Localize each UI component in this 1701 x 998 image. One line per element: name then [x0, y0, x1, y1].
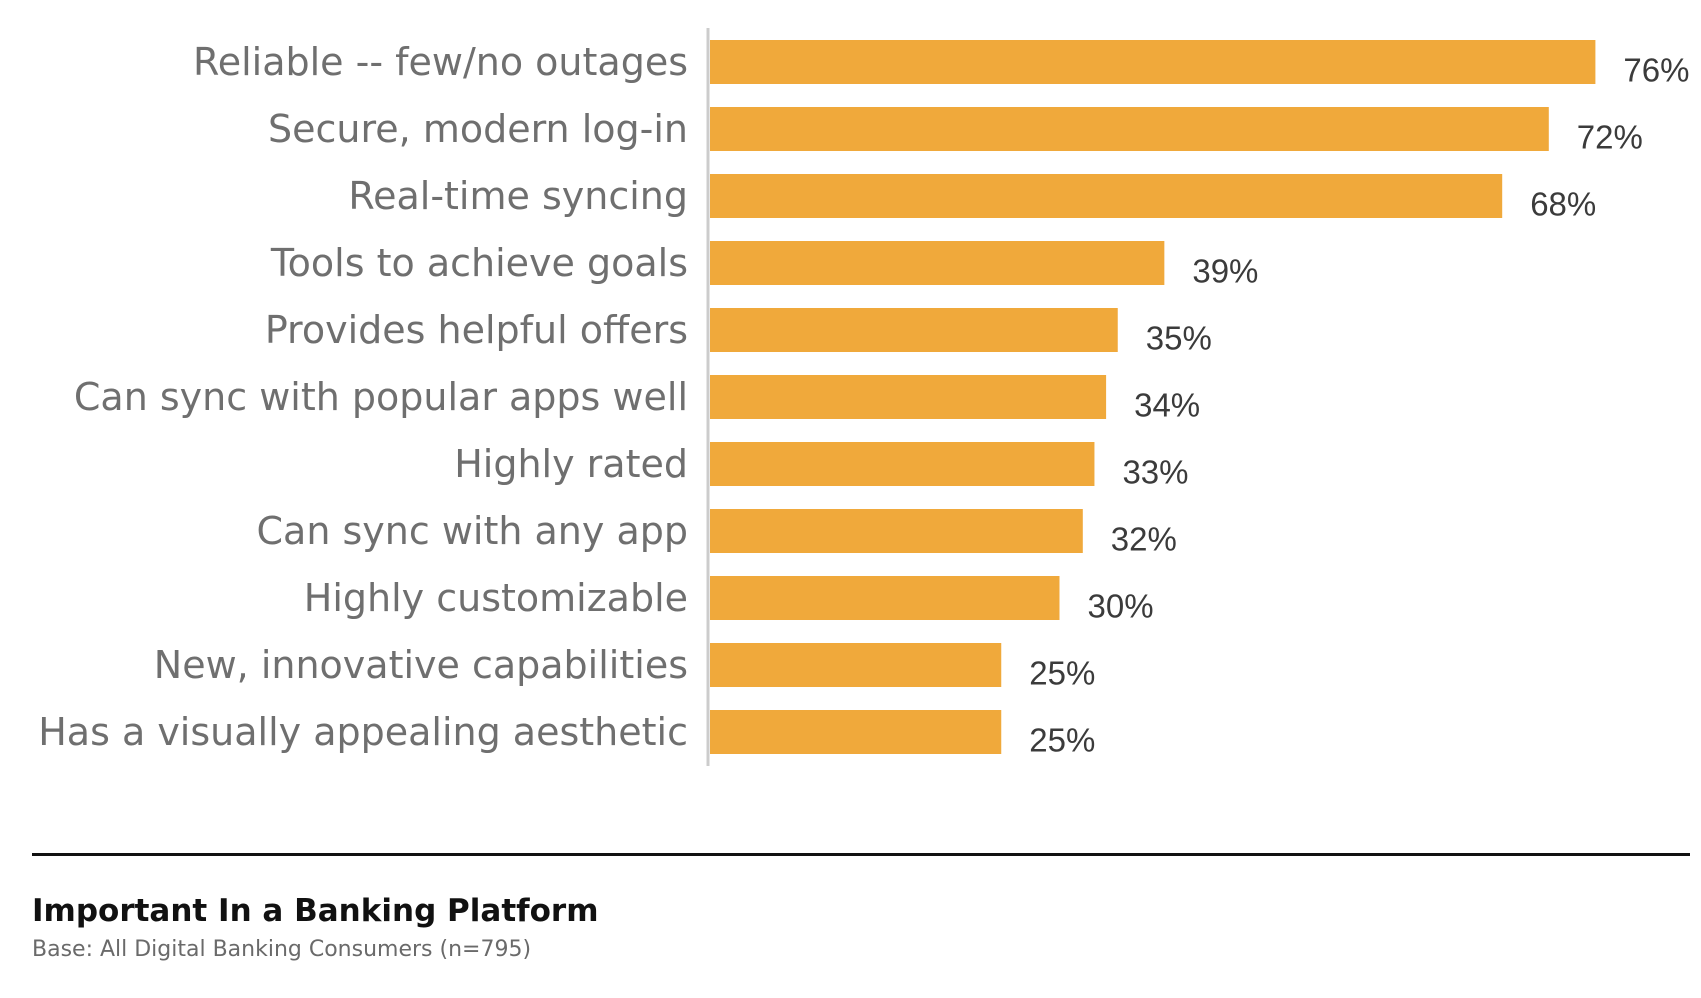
data-label: 33%: [1122, 454, 1188, 491]
data-label: 35%: [1146, 320, 1212, 357]
data-label: 68%: [1530, 186, 1596, 223]
category-label: Tools to achieve goals: [270, 241, 688, 285]
category-label: Highly customizable: [304, 576, 688, 620]
chart-footnote-base: Base: All Digital Banking Consumers (n=7…: [32, 937, 532, 962]
category-label: Real-time syncing: [348, 174, 688, 218]
chart-canvas: Reliable -- few/no outages 76% Secure, mod…: [38, 28, 1689, 766]
footer-divider: [32, 853, 1690, 856]
bar: [710, 576, 1060, 620]
category-label: Can sync with any app: [257, 509, 689, 553]
data-label: 39%: [1192, 253, 1258, 290]
data-label: 76%: [1623, 52, 1689, 89]
data-label: 30%: [1088, 588, 1154, 625]
category-label: Secure, modern log-in: [268, 107, 688, 151]
category-label: New, innovative capabilities: [154, 643, 688, 687]
data-label: 25%: [1029, 655, 1095, 692]
category-label: Has a visually appealing aesthetic: [38, 710, 688, 754]
category-label: Provides helpful offers: [265, 308, 688, 352]
category-label: Reliable -- few/no outages: [193, 40, 688, 84]
bar: [710, 509, 1083, 553]
bar: [710, 40, 1596, 84]
bar: [710, 308, 1118, 352]
bar: [710, 442, 1095, 486]
bar: [710, 710, 1002, 754]
bar-chart: Reliable -- few/no outages 76% Secure, mod…: [38, 28, 1689, 766]
chart-footnote-title: Important In a Banking Platform: [32, 893, 599, 929]
data-label: 34%: [1134, 387, 1200, 424]
data-label: 32%: [1111, 521, 1177, 558]
data-label: 72%: [1577, 119, 1643, 156]
bar: [710, 375, 1107, 419]
data-label: 25%: [1029, 722, 1095, 759]
bar: [710, 643, 1002, 687]
bar: [710, 174, 1503, 218]
category-label: Highly rated: [454, 442, 688, 486]
category-label: Can sync with popular apps well: [74, 375, 688, 419]
bar: [710, 241, 1165, 285]
bar: [710, 107, 1549, 151]
